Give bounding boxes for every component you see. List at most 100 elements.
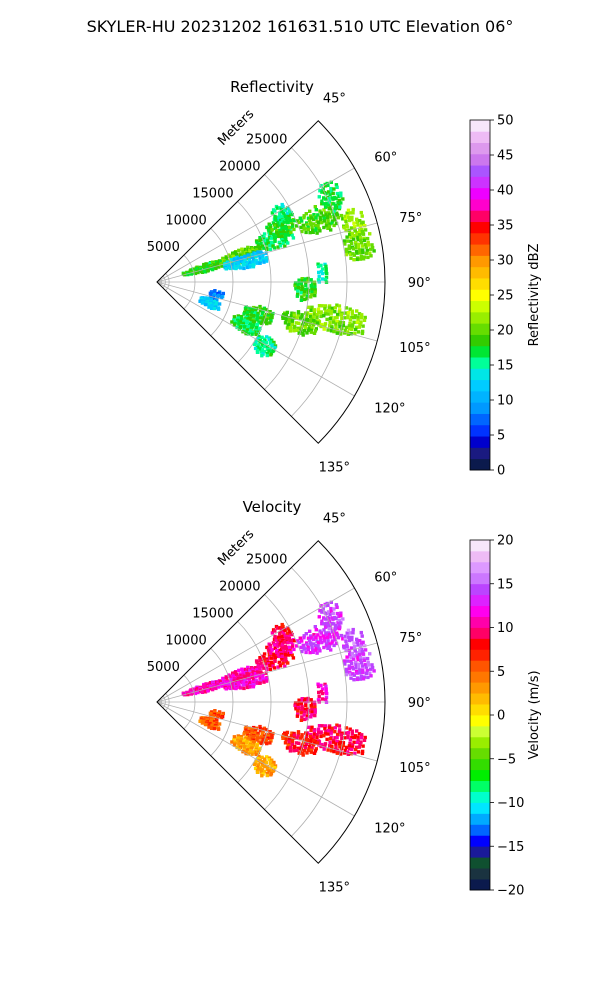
echo-bin (355, 651, 359, 655)
echo-bin (316, 307, 321, 311)
echo-bin (330, 219, 335, 223)
echo-bin (300, 733, 304, 737)
colorbar-tick-label: 25 (497, 289, 514, 304)
echo-bin (319, 311, 323, 315)
echo-bin (321, 214, 326, 218)
echo-bin (265, 741, 269, 746)
echo-bin (325, 636, 330, 640)
echo-bin (361, 652, 366, 656)
echo-bin (342, 751, 347, 755)
echo-bin (328, 324, 332, 328)
echo-bin (335, 631, 339, 635)
echo-bin (312, 312, 316, 316)
echo-bin (250, 246, 254, 251)
colorbar-swatch (470, 835, 490, 847)
echo-bin (346, 332, 350, 336)
echo-bin (325, 737, 329, 742)
echo-bin (316, 278, 321, 282)
echo-bin (314, 739, 318, 743)
echo-bin (322, 628, 326, 632)
echo-bin (350, 651, 354, 656)
echo-bin (364, 251, 369, 255)
echo-bin (360, 214, 364, 218)
echo-bin (237, 747, 242, 751)
echo-bin (350, 327, 354, 332)
echo-bin (311, 648, 315, 652)
echo-bin (331, 197, 335, 201)
echo-bin (349, 659, 353, 664)
echo-bin (267, 758, 271, 762)
echo-bin (345, 659, 350, 663)
echo-bin (362, 318, 367, 322)
echo-bin (253, 729, 258, 733)
echo-bin (359, 320, 363, 324)
echo-bin (254, 332, 258, 336)
echo-bin (245, 328, 249, 332)
echo-bin (287, 319, 291, 324)
echo-bin (314, 628, 318, 632)
echo-bin (360, 229, 365, 234)
azimuth-spoke (156, 167, 355, 283)
echo-bin (264, 679, 269, 683)
echo-bin (289, 220, 294, 225)
echo-bin (300, 284, 304, 289)
echo-bin (338, 745, 342, 749)
echo-bin (336, 216, 341, 220)
echo-bin (275, 626, 280, 630)
echo-bin (320, 220, 324, 225)
echo-bin (313, 703, 317, 707)
echo-bin (336, 732, 340, 737)
echo-bin (250, 752, 254, 756)
echo-bin (321, 187, 325, 191)
echo-bin (269, 773, 273, 777)
echo-bin (258, 681, 262, 685)
echo-bin (326, 312, 330, 316)
echo-bin (344, 247, 349, 252)
echo-bin (310, 326, 314, 330)
echo-bin (326, 748, 330, 752)
echo-bin (200, 270, 205, 274)
echo-bin (319, 211, 324, 215)
echo-bin (270, 228, 274, 232)
echo-bin (297, 640, 302, 644)
echo-bin (356, 750, 361, 754)
reflectivity-panel: Reflectivity500010000150002000025000Mete… (147, 78, 542, 479)
echo-bin (219, 259, 223, 264)
echo-bin (332, 329, 336, 334)
echo-bin (334, 603, 339, 607)
echo-bin (263, 764, 267, 769)
echo-bin (306, 647, 310, 651)
echo-bin (332, 749, 336, 754)
echo-bin (359, 661, 364, 665)
colorbar-swatch (470, 153, 490, 166)
echo-bin (357, 242, 361, 246)
echo-bin (221, 711, 225, 716)
echo-bin (206, 689, 210, 693)
echo-bin (316, 221, 321, 225)
azimuth-tick-label: 90° (408, 276, 431, 291)
echo-bin (299, 645, 303, 650)
echo-bin (309, 698, 313, 702)
echo-bin (355, 729, 359, 733)
echo-bin (355, 637, 359, 641)
echo-bin (258, 347, 262, 351)
echo-bin (359, 254, 364, 259)
echo-bin (230, 682, 234, 687)
echo-bin (296, 326, 300, 330)
echo-bin (341, 617, 345, 621)
echo-bin (302, 216, 306, 220)
echo-bin (265, 667, 269, 672)
echo-bin (318, 215, 322, 219)
echo-bin (295, 224, 299, 228)
echo-bin (331, 320, 336, 324)
echo-bin (273, 644, 277, 648)
echo-bin (317, 310, 321, 315)
echo-bin (328, 642, 332, 646)
echo-bin (352, 225, 357, 229)
echo-bin (313, 223, 318, 228)
echo-bin (288, 749, 293, 753)
echo-bin (277, 215, 281, 219)
echo-bin (306, 645, 310, 649)
echo-bin (318, 629, 322, 633)
